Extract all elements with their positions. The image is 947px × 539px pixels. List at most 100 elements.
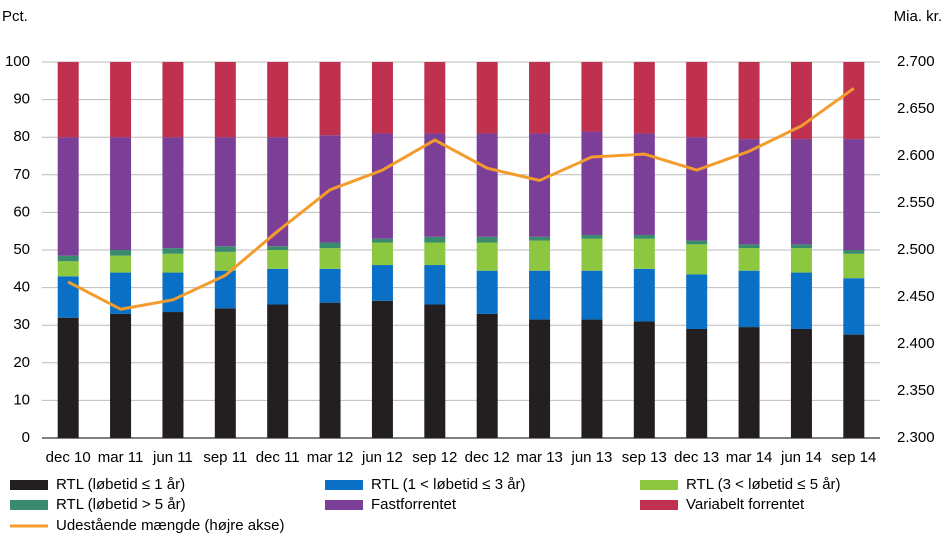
bar-segment — [57, 276, 79, 318]
y-tick-label: 60 — [13, 203, 30, 220]
bar-segment — [790, 328, 812, 438]
bar-segment — [162, 312, 184, 438]
bar-segment — [57, 261, 79, 277]
bar-segment — [214, 270, 236, 309]
bar-segment — [424, 265, 446, 305]
bar-segment — [476, 242, 498, 271]
bar-segment — [476, 236, 498, 243]
bar-segment — [476, 313, 498, 438]
bar-segment — [633, 234, 655, 239]
bar-segment — [686, 240, 708, 245]
bar-segment — [633, 321, 655, 438]
x-tick-label: mar 12 — [307, 449, 354, 466]
bar-segment — [738, 270, 760, 328]
bar-segment — [738, 327, 760, 438]
y-tick-label: 80 — [13, 128, 30, 145]
bar-segment — [581, 238, 603, 271]
bar-segment — [371, 238, 393, 243]
y2-tick-label: 2.450 — [897, 288, 935, 305]
bar-segment — [529, 236, 551, 241]
bar-segment — [214, 251, 236, 271]
x-tick-label: sep 14 — [831, 449, 876, 466]
bar-segment — [581, 319, 603, 438]
bar-segment — [57, 255, 79, 262]
legend-label: RTL (1 < løbetid ≤ 3 år) — [371, 476, 526, 493]
bar-segment — [686, 274, 708, 329]
bar-segment — [686, 137, 708, 241]
y2-tick-label: 2.650 — [897, 100, 935, 117]
bar-segment — [371, 242, 393, 266]
y-tick-label: 90 — [13, 91, 30, 108]
bar-segment — [843, 62, 865, 140]
bar-segment — [843, 334, 865, 438]
legend-label: Udestående mængde (højre akse) — [56, 517, 284, 534]
bar-segment — [214, 308, 236, 438]
legend-symbol — [10, 480, 48, 490]
bar-segment — [267, 268, 289, 305]
bar-segment — [110, 272, 132, 314]
bar-segment — [686, 244, 708, 275]
bar-segment — [633, 268, 655, 322]
y-tick-label: 40 — [13, 279, 30, 296]
bar-segment — [738, 248, 760, 271]
bar-segment — [162, 248, 184, 254]
bar-segment — [319, 242, 341, 249]
bar-segment — [633, 62, 655, 134]
bar-segment — [790, 139, 812, 245]
bar-segment — [529, 240, 551, 271]
x-tick-label: mar 13 — [516, 449, 563, 466]
bar-segment — [738, 62, 760, 140]
bar-segment — [424, 236, 446, 243]
legend-symbol — [325, 480, 363, 490]
bar-segment — [110, 255, 132, 273]
legend-label: Fastforrentet — [371, 496, 457, 513]
y-tick-label: 10 — [13, 391, 30, 408]
legend-label: RTL (3 < løbetid ≤ 5 år) — [686, 476, 841, 493]
bar-segment — [57, 62, 79, 138]
x-tick-label: dec 11 — [256, 449, 300, 466]
legend-label: RTL (løbetid > 5 år) — [56, 496, 186, 513]
y2-tick-label: 2.550 — [897, 194, 935, 211]
bar-segment — [686, 328, 708, 438]
x-tick-label: jun 11 — [152, 449, 193, 466]
bar-segment — [529, 319, 551, 438]
bar-segment — [319, 302, 341, 438]
bar-segment — [267, 304, 289, 438]
bar-segment — [57, 137, 79, 256]
x-tick-label: jun 12 — [361, 449, 403, 466]
y-tick-label: 0 — [22, 429, 30, 446]
x-tick-label: dec 13 — [674, 449, 719, 466]
bar-segment — [162, 62, 184, 138]
bar-segment — [476, 62, 498, 134]
bar-segment — [790, 62, 812, 140]
bar-segment — [581, 131, 603, 235]
y2-tick-label: 2.700 — [897, 53, 935, 70]
legend-label: RTL (løbetid ≤ 1 år) — [56, 476, 185, 493]
line — [67, 87, 855, 311]
x-tick-label: dec 12 — [465, 449, 510, 466]
bar-segment — [633, 133, 655, 235]
bar-segment — [267, 246, 289, 250]
y2-tick-label: 2.350 — [897, 382, 935, 399]
bar-segment — [529, 62, 551, 134]
bar-segment — [162, 253, 184, 273]
bar-segment — [686, 62, 708, 138]
bar-segment — [424, 242, 446, 266]
bar-segment — [529, 133, 551, 237]
bar-segment — [319, 268, 341, 303]
legend-symbol — [640, 500, 678, 510]
bar-segment — [738, 244, 760, 249]
bar-segment — [110, 137, 132, 250]
x-tick-label: jun 13 — [571, 449, 613, 466]
bar-segment — [371, 265, 393, 301]
x-tick-label: mar 11 — [98, 449, 144, 466]
legend-symbol — [640, 480, 678, 490]
bar-segment — [424, 133, 446, 237]
bar-segment — [424, 62, 446, 134]
bar-segment — [214, 137, 236, 247]
y-axis-label: Pct. — [2, 8, 28, 25]
bar-segment — [529, 270, 551, 320]
bar-segment — [476, 133, 498, 237]
